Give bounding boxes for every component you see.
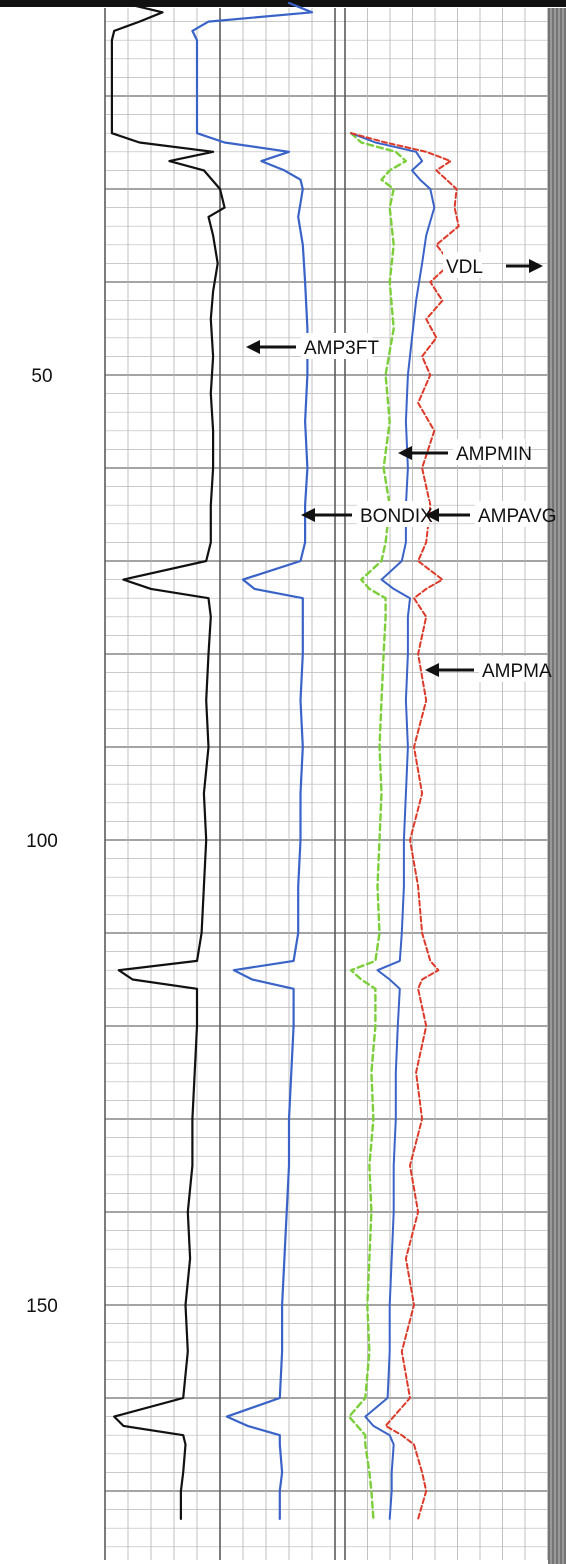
series-ampmin-line — [347, 132, 408, 1521]
depth-tick-label: 150 — [26, 1296, 58, 1317]
annotation-ampmin: AMPMIN — [398, 439, 532, 465]
annotation-label: AMPMA — [482, 661, 552, 682]
series-amp3ft-line — [110, 1, 226, 1520]
depth-tick-labels: 50 100 150 — [26, 366, 58, 1317]
annotation-label: AMPAVG — [478, 506, 556, 527]
series-bondix-line — [191, 1, 314, 1520]
annotation-arrow-head — [425, 663, 439, 677]
annotation-ampma: AMPMA — [425, 656, 552, 682]
series-ampmax-line — [350, 132, 460, 1520]
series-ampavg-line — [350, 132, 436, 1520]
annotation-label-bg — [357, 501, 429, 527]
annotation-arrow-head — [425, 508, 439, 522]
annotation-label-bg — [479, 656, 540, 682]
depth-tick-label: 100 — [26, 831, 58, 852]
annotation-label-bg — [443, 252, 482, 278]
top-border — [0, 0, 566, 7]
annotation-label-bg — [475, 501, 547, 527]
annotation-arrow-head — [398, 446, 412, 460]
annotation-label: VDL — [446, 257, 483, 278]
annotation-arrow-head — [301, 508, 315, 522]
annotation-label-bg — [453, 439, 525, 465]
curves — [110, 1, 460, 1521]
annotation-label-bg — [301, 333, 373, 359]
annotation-amp3ft: AMP3FT — [246, 333, 379, 359]
annotation-vdl: VDL — [443, 252, 543, 278]
depth-tick-label: 50 — [31, 366, 52, 387]
annotation-label: AMPMIN — [456, 444, 532, 465]
annotation-label: AMP3FT — [304, 338, 379, 359]
vdl-strip — [548, 8, 566, 1564]
annotation-arrow-head — [529, 259, 543, 273]
curve-annotations: VDL AMP3FT AMPMIN BONDIX AMPAVG AMPMA — [246, 252, 556, 682]
annotation-arrow-head — [246, 340, 260, 354]
annotation-label: BONDIX — [360, 506, 433, 527]
annotation-ampavg: AMPAVG — [425, 501, 556, 527]
annotation-bondix: BONDIX — [301, 501, 433, 527]
